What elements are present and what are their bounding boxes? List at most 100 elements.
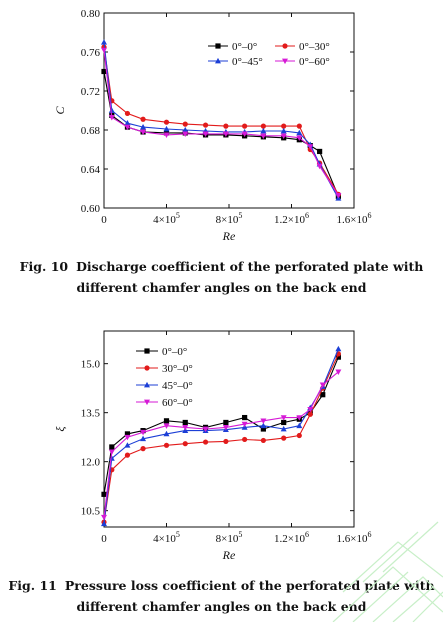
fig11-xaxis-label: Re xyxy=(222,548,236,562)
fig10-data-point xyxy=(317,148,323,155)
fig10-data-point xyxy=(296,123,302,129)
fig11-data-point xyxy=(124,442,131,448)
fig11-data-point xyxy=(242,436,248,443)
fig11-legend-label: 30°–0° xyxy=(162,363,193,375)
fig10-data-point xyxy=(280,133,287,139)
fig11-data-point xyxy=(108,449,115,455)
fig11-series-line xyxy=(103,371,339,518)
fig10-xtick-label: 0 xyxy=(101,214,107,226)
fig10-xtick-label: 1.2×106 xyxy=(274,211,309,226)
fig11-xtick-label: 0 xyxy=(101,533,107,545)
fig11-xtick-label: 1.2×106 xyxy=(274,530,309,545)
fig10-legend-label: 0°–0° xyxy=(232,41,257,53)
fig11-data-point xyxy=(109,444,115,450)
fig10-series-line xyxy=(103,47,339,195)
fig11-data-point xyxy=(222,425,229,431)
fig10-data-point xyxy=(124,124,131,131)
fig10-data-point xyxy=(101,39,107,45)
fig11-series-1 xyxy=(101,351,341,525)
fig11-data-point xyxy=(223,438,229,445)
fig10-series-line xyxy=(103,50,339,196)
fig10-data-point xyxy=(182,121,188,127)
fig11-data-point xyxy=(281,435,287,441)
figure-11-number: Fig. 11 xyxy=(8,578,57,593)
fig11-data-point xyxy=(242,414,248,421)
fig10-ytick-label: 0.76 xyxy=(81,47,101,59)
fig11-xtick-label: 8×105 xyxy=(216,530,243,545)
fig10-data-point xyxy=(202,122,209,128)
fig10-data-point xyxy=(202,131,209,138)
fig11-legend-label: 45°–0° xyxy=(162,380,193,392)
fig10-data-point xyxy=(182,126,189,133)
fig11-data-point xyxy=(307,407,314,413)
fig10-data-point xyxy=(124,120,131,126)
fig11-legend-label: 60°–0° xyxy=(162,397,193,409)
fig10-data-point xyxy=(163,119,170,125)
watermark-line xyxy=(392,586,434,622)
fig11-data-point xyxy=(140,446,146,452)
watermark-line xyxy=(372,576,443,622)
figure-10-caption-text: Discharge coefficient of the perforated … xyxy=(76,259,424,274)
fig11-data-point xyxy=(319,382,326,389)
watermark-graphic xyxy=(332,521,443,622)
fig11-data-point xyxy=(182,419,188,426)
fig11-data-point xyxy=(223,419,229,426)
fig10-data-point xyxy=(241,131,248,138)
figure-11-caption-line2: different chamfer angles on the back end xyxy=(76,599,367,614)
fig10-data-point xyxy=(182,131,189,138)
fig10-data-point xyxy=(296,129,303,136)
fig11-series-3 xyxy=(101,369,342,521)
fig11-data-point xyxy=(260,426,266,432)
watermark-line xyxy=(362,531,419,583)
fig11-data-point xyxy=(280,425,287,432)
fig10-data-point xyxy=(101,47,107,54)
fig11-data-point xyxy=(101,514,107,521)
fig10-data-point xyxy=(140,129,147,136)
fig10-data-point xyxy=(140,123,147,130)
fig11-data-point xyxy=(124,431,131,437)
fig11-data-point xyxy=(281,419,287,426)
fig11-data-point xyxy=(140,429,147,436)
fig11-data-point xyxy=(320,392,326,398)
figure-10-caption: Fig. 10 Discharge coefficient of the perf… xyxy=(0,256,443,298)
fig10-yaxis-label: C xyxy=(53,106,67,115)
fig11-data-point xyxy=(140,435,147,442)
fig11-data-point xyxy=(296,415,303,421)
fig10-data-point xyxy=(124,110,131,117)
fig11-data-point xyxy=(108,455,115,461)
figure-10-number: Fig. 10 xyxy=(19,259,69,274)
fig10-data-point xyxy=(101,68,107,75)
fig11-data-point xyxy=(124,452,131,458)
fig10-xaxis-label: Re xyxy=(222,229,236,243)
fig11-data-point xyxy=(163,442,170,448)
fig10-ytick-label: 0.64 xyxy=(81,164,101,176)
watermark-line xyxy=(412,591,443,622)
fig10-data-point xyxy=(260,123,266,129)
fig11-ytick-label: 15.0 xyxy=(81,359,101,371)
fig11-data-point xyxy=(296,422,303,429)
fig10-data-point xyxy=(223,123,229,129)
fig11-data-point xyxy=(260,422,267,429)
fig11-legend-marker xyxy=(144,348,150,354)
fig10-data-point xyxy=(281,123,287,129)
fig11-data-point xyxy=(101,491,107,497)
fig11-data-point xyxy=(163,430,170,437)
fig10-data-point xyxy=(307,144,314,150)
fig11-series-0 xyxy=(101,354,341,497)
fig10-ytick-label: 0.60 xyxy=(81,203,101,215)
fig10-data-point xyxy=(296,135,303,141)
watermark-line xyxy=(352,571,409,622)
fig10-data-point xyxy=(108,114,115,121)
fig11-data-point xyxy=(307,411,313,417)
fig11-data-point xyxy=(260,418,267,424)
fig10-legend-marker xyxy=(282,43,288,49)
fig10-series-3 xyxy=(101,47,342,199)
fig11-data-point xyxy=(280,415,287,421)
fig10-xtick-label: 1.6×106 xyxy=(337,211,372,226)
figure-11-caption-line1: Fig. 11 Pressure loss coefficient of the … xyxy=(0,575,443,596)
fig10-legend: 0°–0° 0°–30° 0°–45° 0°–60° xyxy=(208,41,330,68)
fig11-data-point xyxy=(163,423,170,429)
watermark-line xyxy=(382,521,439,573)
fig11-data-point xyxy=(163,418,170,424)
